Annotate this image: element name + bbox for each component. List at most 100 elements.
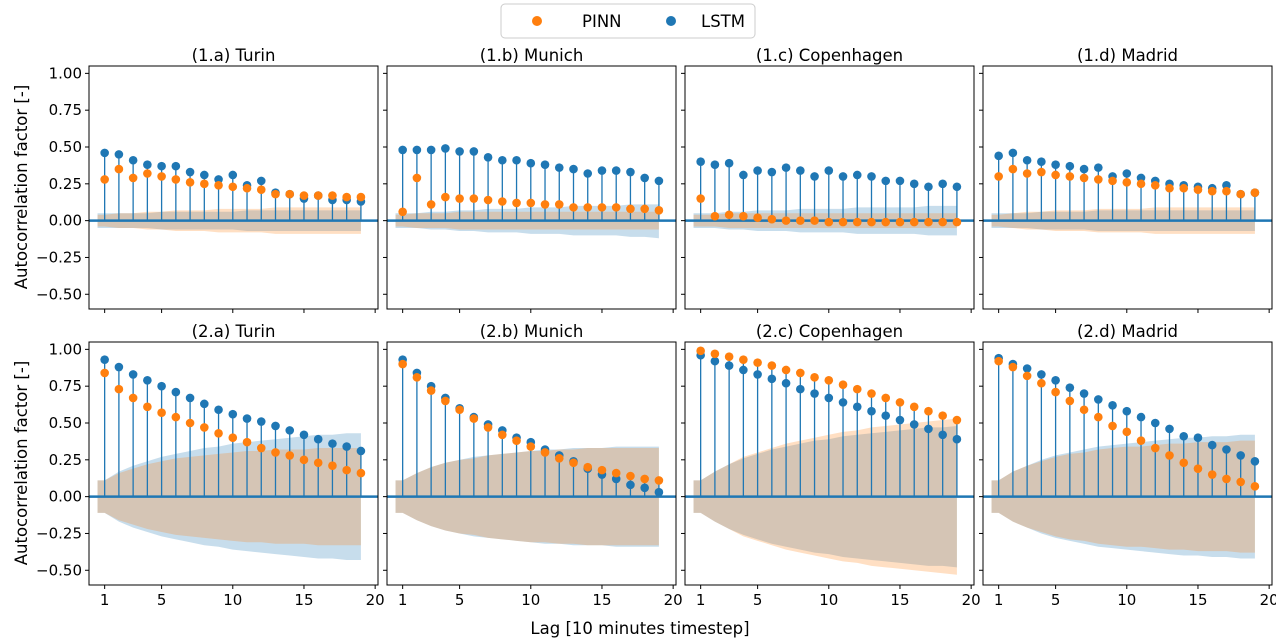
marker-lstm [412, 145, 422, 155]
marker-pinn [1179, 183, 1189, 193]
marker-lstm [881, 411, 891, 420]
marker-pinn [185, 418, 195, 428]
marker-pinn [994, 356, 1003, 366]
y-tick-label: 0.25 [49, 175, 82, 193]
panel-frame [88, 341, 379, 586]
marker-lstm [256, 176, 266, 186]
marker-lstm [171, 161, 181, 171]
marker-lstm [1008, 148, 1018, 158]
marker-pinn [1008, 164, 1018, 174]
marker-pinn [1051, 387, 1060, 397]
marker-pinn [398, 359, 407, 369]
x-tick-label: 5 [157, 591, 167, 609]
marker-pinn [469, 414, 479, 423]
marker-lstm [626, 480, 635, 490]
marker-lstm [1222, 445, 1231, 454]
marker-lstm [1037, 370, 1046, 379]
marker-lstm [895, 415, 905, 425]
marker-lstm [938, 179, 947, 189]
marker-pinn [626, 204, 635, 214]
marker-pinn [426, 200, 436, 209]
plot-area [387, 144, 676, 239]
marker-pinn [739, 211, 748, 221]
marker-pinn [328, 191, 337, 200]
panel-frame [982, 65, 1273, 310]
marker-pinn [1079, 173, 1089, 183]
x-tick-label: 1 [398, 591, 408, 609]
marker-lstm [724, 361, 734, 370]
x-tick-label: 20 [962, 591, 981, 609]
x-tick-label: 5 [753, 591, 763, 609]
marker-pinn [1136, 179, 1146, 189]
panel-2-b-munich: 1 5 10 15 20(2.b) Munich [383, 322, 683, 609]
panel-title: (2.d) Madrid [1077, 322, 1178, 341]
marker-pinn [441, 396, 450, 406]
marker-pinn [569, 203, 578, 212]
panel-title: (1.c) Copenhagen [756, 46, 903, 65]
marker-pinn [498, 197, 507, 206]
marker-lstm [1222, 180, 1231, 190]
marker-pinn [767, 214, 777, 224]
panel-frame [386, 65, 677, 310]
marker-lstm [426, 145, 436, 155]
marker-pinn [1250, 188, 1260, 197]
marker-pinn [1179, 458, 1189, 468]
plot-area [983, 148, 1272, 234]
marker-lstm [640, 173, 649, 183]
marker-lstm [1022, 155, 1032, 165]
marker-pinn [952, 415, 962, 425]
marker-pinn [1079, 405, 1089, 415]
marker-pinn [781, 216, 791, 225]
marker-pinn [583, 203, 593, 212]
marker-lstm [838, 172, 848, 181]
marker-pinn [895, 398, 905, 407]
marker-lstm [1179, 431, 1189, 441]
marker-lstm [185, 393, 195, 403]
marker-lstm [597, 166, 607, 175]
marker-lstm [654, 176, 664, 186]
marker-pinn [313, 458, 323, 468]
marker-pinn [242, 183, 252, 193]
y-tick-label: −0.50 [36, 285, 82, 303]
marker-lstm [753, 166, 762, 175]
legend-pinn-label: PINN [582, 12, 622, 31]
marker-pinn [143, 169, 152, 178]
marker-pinn [952, 217, 962, 227]
marker-lstm [1122, 169, 1132, 178]
marker-lstm [100, 148, 109, 158]
plot-area [685, 157, 974, 236]
marker-pinn [554, 454, 564, 463]
y-tick-label: 1.00 [49, 64, 82, 82]
legend: PINN LSTM [500, 3, 756, 39]
marker-pinn [796, 216, 805, 225]
marker-pinn [342, 192, 351, 202]
marker-lstm [1150, 418, 1160, 428]
marker-lstm [952, 434, 962, 444]
marker-pinn [299, 455, 309, 465]
marker-pinn [867, 217, 876, 227]
marker-pinn [753, 213, 762, 222]
plot-area [387, 355, 676, 547]
marker-lstm [100, 355, 109, 364]
marker-pinn [100, 368, 109, 378]
marker-lstm [483, 153, 493, 162]
x-tick-label: 5 [455, 591, 465, 609]
marker-lstm [952, 182, 962, 192]
marker-pinn [1108, 421, 1117, 431]
marker-pinn [512, 198, 521, 208]
marker-lstm [540, 160, 550, 169]
marker-pinn [597, 203, 607, 212]
marker-pinn [1193, 464, 1203, 473]
marker-pinn [356, 192, 366, 202]
plot-area [983, 353, 1272, 559]
marker-lstm [796, 166, 805, 175]
panel-1-c-copenhagen: (1.c) Copenhagen [681, 46, 975, 313]
marker-lstm [852, 402, 862, 412]
panel-1-d-madrid: (1.d) Madrid [979, 46, 1273, 313]
panel-title: (2.a) Turin [192, 322, 276, 341]
x-tick-label: 10 [521, 591, 540, 609]
marker-lstm [1079, 164, 1089, 174]
marker-pinn [924, 217, 933, 227]
marker-lstm [1094, 395, 1103, 404]
